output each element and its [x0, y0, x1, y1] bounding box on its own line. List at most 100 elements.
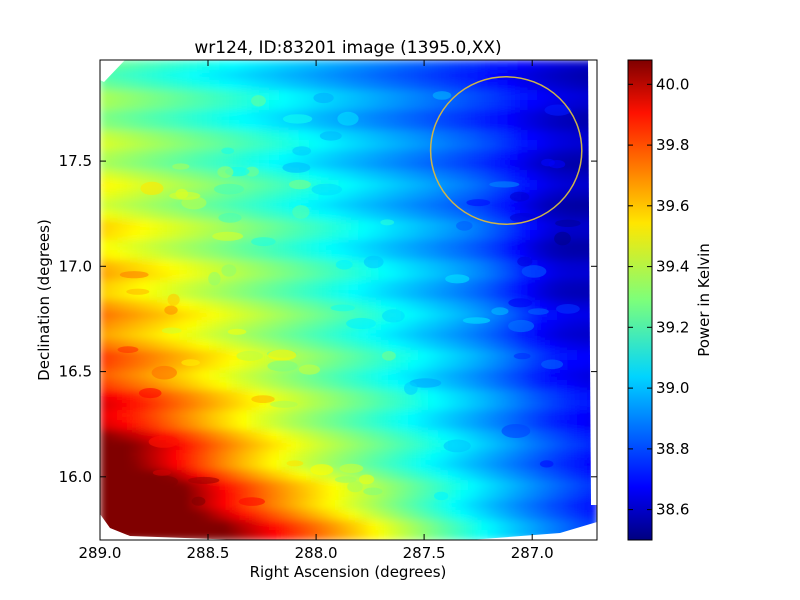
heatmap-cell [308, 510, 320, 521]
heatmap-ripple-spot [251, 237, 276, 247]
heatmap-cell [467, 60, 479, 71]
heatmap-cell [378, 410, 389, 421]
heatmap-cell [547, 410, 558, 421]
heatmap-cell [259, 300, 270, 311]
heatmap-cell [557, 450, 568, 461]
heatmap-cell [497, 530, 509, 540]
heatmap-cell [338, 70, 350, 81]
heatmap-cell [288, 300, 300, 311]
heatmap-cell [368, 520, 379, 531]
heatmap-cell [388, 470, 399, 481]
heatmap-cell [507, 80, 519, 91]
heatmap-cell [288, 410, 300, 421]
heatmap-cell [159, 130, 171, 141]
heatmap-cell [447, 280, 459, 291]
heatmap-cell [398, 350, 409, 361]
heatmap-cell [507, 400, 519, 411]
heatmap-cell [288, 320, 300, 331]
heatmap-cell [129, 140, 141, 151]
heatmap-cell [477, 360, 489, 371]
heatmap-cell [398, 210, 409, 221]
heatmap-cell [229, 70, 240, 81]
heatmap-cell [487, 480, 499, 491]
heatmap-cell [129, 60, 141, 71]
heatmap-cell [139, 250, 151, 261]
heatmap-cell [239, 520, 250, 531]
heatmap-cell [109, 120, 121, 131]
heatmap-cell [199, 430, 210, 441]
heatmap-cell [527, 400, 538, 411]
heatmap-cell [338, 100, 350, 111]
heatmap-cell [537, 240, 548, 251]
heatmap-cell [100, 130, 111, 141]
heatmap-cell [159, 290, 171, 301]
heatmap-cell [447, 110, 459, 121]
heatmap-cell [229, 190, 240, 201]
heatmap-cell [209, 160, 220, 171]
heatmap-cell [318, 250, 330, 261]
heatmap-cell [577, 380, 588, 391]
heatmap-cell [129, 510, 141, 521]
heatmap-cell [388, 170, 399, 181]
heatmap-cell [308, 150, 320, 161]
heatmap-cell [199, 100, 210, 111]
heatmap-cell [577, 70, 588, 81]
heatmap-cell [567, 480, 578, 491]
heatmap-cell [100, 380, 111, 391]
heatmap-cell [537, 390, 548, 401]
heatmap-cell [169, 170, 181, 181]
heatmap-cell [179, 250, 191, 261]
heatmap-cell [199, 160, 210, 171]
heatmap-cell [159, 70, 171, 81]
heatmap-cell [199, 490, 210, 501]
heatmap-cell [497, 460, 509, 471]
heatmap-cell [447, 420, 459, 431]
heatmap-cell [457, 470, 469, 481]
heatmap-cell [487, 380, 499, 391]
heatmap-cell [308, 370, 320, 381]
heatmap-cell [249, 90, 260, 101]
heatmap-cell [169, 340, 181, 351]
heatmap-cell [577, 180, 588, 191]
heatmap-cell [129, 90, 141, 101]
heatmap-cell [467, 180, 479, 191]
heatmap-cell [577, 370, 588, 381]
heatmap-cell [527, 470, 538, 481]
heatmap-cell [437, 60, 449, 71]
heatmap-cell [408, 290, 419, 301]
heatmap-cell [507, 130, 519, 141]
heatmap-cell [398, 290, 409, 301]
heatmap-cell [129, 250, 141, 261]
heatmap-cell [109, 250, 121, 261]
heatmap-cell [348, 170, 360, 181]
heatmap-cell [497, 100, 509, 111]
heatmap-cell [447, 500, 459, 511]
heatmap-cell [219, 460, 230, 471]
heatmap-cell [577, 430, 588, 441]
heatmap-cell [298, 80, 310, 91]
colorbar-ticks: 38.638.839.039.239.439.639.840.0 [628, 75, 689, 519]
heatmap-cell [179, 120, 191, 131]
heatmap-cell [318, 370, 330, 381]
heatmap-cell [527, 100, 538, 111]
heatmap-ripple-spot [292, 205, 310, 219]
heatmap-cell [119, 400, 131, 411]
heatmap-cell [398, 200, 409, 211]
heatmap-cell [209, 480, 220, 491]
heatmap-cell [388, 300, 399, 311]
heatmap-cell [408, 220, 419, 231]
heatmap-cell [428, 340, 439, 351]
heatmap-cell [547, 290, 558, 301]
heatmap-cell [527, 330, 538, 341]
heatmap-cell [537, 450, 548, 461]
heatmap-cell [507, 410, 519, 421]
heatmap-cell [507, 150, 519, 161]
heatmap-cell [447, 380, 459, 391]
heatmap-cell [487, 170, 499, 181]
heatmap-cell [298, 140, 310, 151]
heatmap-cell [388, 190, 399, 201]
heatmap-cell [537, 280, 548, 291]
heatmap-cell [288, 370, 300, 381]
heatmap-cell [308, 300, 320, 311]
heatmap-cell [338, 180, 350, 191]
